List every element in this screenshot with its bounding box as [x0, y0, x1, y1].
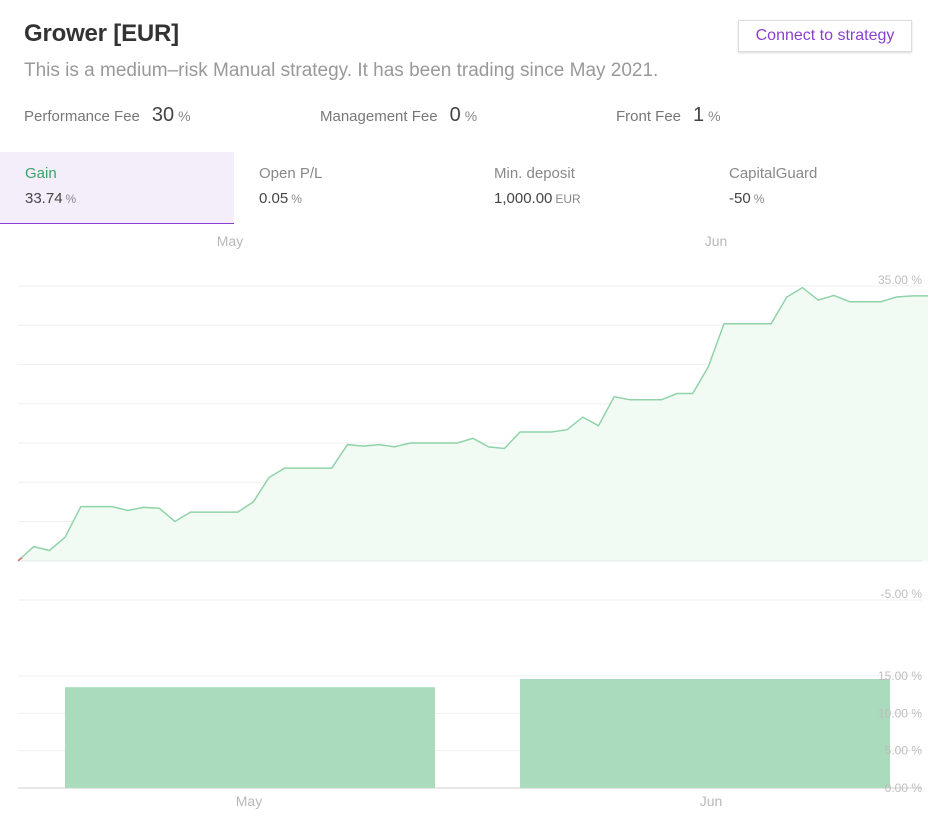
x-tick-label: May — [236, 793, 262, 809]
stat-number: 1,000.00 — [494, 190, 553, 207]
y-tick-label: -5.00 % — [881, 587, 923, 601]
stat-unit: % — [291, 192, 302, 206]
stats-tabs: Gain 33.74% Open P/L 0.05% Min. deposit … — [0, 152, 936, 224]
gain-series-line — [17, 286, 928, 562]
connect-to-strategy-button[interactable]: Connect to strategy — [738, 20, 912, 52]
x-tick-label: Jun — [700, 793, 723, 809]
stat-unit: EUR — [555, 192, 581, 206]
y-tick-label: 10.00 % — [878, 706, 922, 720]
tab-min-deposit[interactable]: Min. deposit 1,000.00 EUR — [469, 152, 703, 224]
management-fee: Management Fee 0 % — [320, 104, 477, 127]
fee-unit: % — [464, 108, 478, 124]
stat-unit: % — [753, 192, 765, 206]
stat-label: CapitalGuard — [729, 165, 818, 182]
y-tick-label: 5.00 % — [885, 744, 923, 758]
tab-gain[interactable]: Gain 33.74% — [0, 152, 234, 224]
gain-bar-chart: 15.00 % 10.00 % 5.00 % 0.00 % May Jun — [18, 669, 923, 809]
stat-value: 0.05% — [259, 190, 468, 207]
stat-number: -50 — [729, 190, 751, 207]
tab-open-pl[interactable]: Open P/L 0.05% — [234, 152, 468, 224]
fee-value: 30 — [151, 104, 175, 126]
start-marker — [17, 557, 23, 562]
stat-value: 1,000.00 EUR — [494, 190, 703, 207]
bar-jun — [520, 678, 890, 788]
y-tick-label: 15.00 % — [878, 669, 922, 683]
stat-value: 33.74% — [25, 190, 234, 207]
tab-capitalguard[interactable]: CapitalGuard -50% — [704, 152, 936, 224]
bar-may — [65, 687, 435, 788]
stat-number: 0.05 — [259, 190, 289, 207]
stat-label: Min. deposit — [494, 165, 575, 182]
x-tick-label: Jun — [705, 233, 728, 249]
performance-fee: Performance Fee 30 % — [24, 104, 191, 127]
stat-unit: % — [65, 192, 77, 206]
strategy-title: Grower [EUR] — [24, 20, 179, 47]
x-tick-label: May — [217, 233, 243, 249]
fee-value: 0 — [449, 104, 461, 126]
fee-value: 1 — [693, 104, 705, 126]
gain-line-chart: 35.00 %30.00 %25.00 %20.00 %15.00 %10.00… — [17, 233, 928, 601]
fee-label: Performance Fee — [24, 108, 140, 125]
stat-value: -50% — [729, 190, 936, 207]
gain-area — [18, 287, 928, 561]
strategy-description: This is a medium–risk Manual strategy. I… — [24, 60, 659, 81]
fee-unit: % — [708, 108, 721, 124]
front-fee: Front Fee 1 % — [616, 104, 721, 127]
fee-label: Front Fee — [616, 108, 682, 125]
stat-number: 33.74 — [25, 190, 63, 207]
fee-unit: % — [178, 108, 191, 124]
fee-label: Management Fee — [320, 108, 438, 125]
y-tick-label: 0.00 % — [885, 781, 923, 795]
stat-label: Open P/L — [259, 165, 323, 182]
y-tick-label: 35.00 % — [878, 273, 922, 287]
stat-label: Gain — [25, 165, 57, 182]
